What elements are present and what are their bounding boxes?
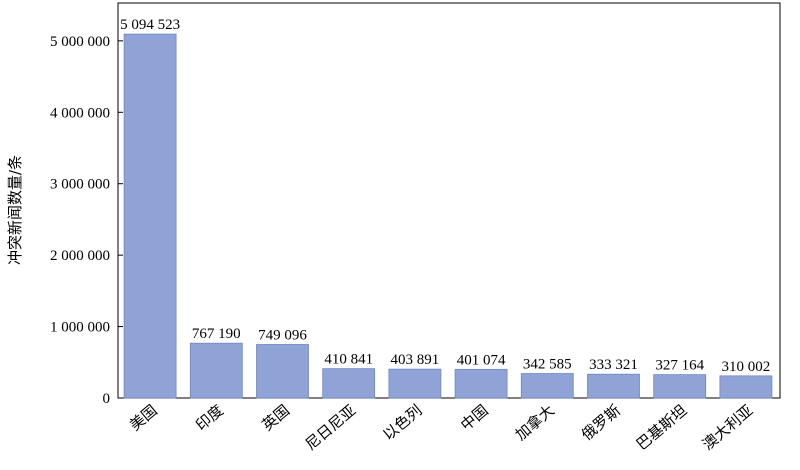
bar xyxy=(454,368,508,399)
data-label: 401 074 xyxy=(457,352,506,368)
data-label: 327 164 xyxy=(655,358,704,374)
bar xyxy=(653,374,707,399)
bar xyxy=(719,375,773,399)
x-tick-label: 巴基斯坦 xyxy=(633,401,691,453)
bar xyxy=(256,344,309,399)
y-axis-title: 冲突新闻数量/条 xyxy=(6,155,24,265)
data-label: 333 321 xyxy=(589,357,638,373)
data-label: 410 841 xyxy=(324,352,373,368)
bar xyxy=(520,373,574,399)
data-label: 5 094 523 xyxy=(120,17,180,33)
x-tick-label: 美国 xyxy=(126,401,161,434)
bar xyxy=(388,368,442,399)
data-label: 310 002 xyxy=(722,359,771,375)
y-tick-label: 0 xyxy=(103,391,111,407)
x-tick-label: 以色列 xyxy=(379,401,425,444)
y-tick-label: 2 000 000 xyxy=(50,248,110,264)
bar xyxy=(587,373,640,399)
bar xyxy=(322,368,376,399)
data-label: 342 585 xyxy=(523,357,572,373)
y-tick-label: 5 000 000 xyxy=(50,34,110,50)
x-tick-label: 澳大利亚 xyxy=(699,401,757,453)
plot-frame xyxy=(117,2,781,399)
x-tick-label: 英国 xyxy=(259,401,294,434)
plot-area: 0 1 000 000 2 000 000 3 000 000 4 000 000 5 0… xyxy=(50,2,781,454)
bar xyxy=(123,33,177,399)
data-label: 767 190 xyxy=(192,326,241,342)
x-tick-label: 俄罗斯 xyxy=(578,401,624,444)
x-tick-label: 中国 xyxy=(457,401,492,434)
x-tick-label: 加拿大 xyxy=(512,401,558,444)
y-tick-label: 3 000 000 xyxy=(50,177,110,193)
y-tick-label: 4 000 000 xyxy=(50,105,110,121)
data-label: 403 891 xyxy=(391,352,440,368)
x-tick-label: 尼日尼亚 xyxy=(302,401,360,453)
data-label: 749 096 xyxy=(258,327,307,343)
bar xyxy=(189,342,243,399)
y-tick-label: 1 000 000 xyxy=(50,320,110,336)
x-tick-label: 印度 xyxy=(192,401,227,434)
